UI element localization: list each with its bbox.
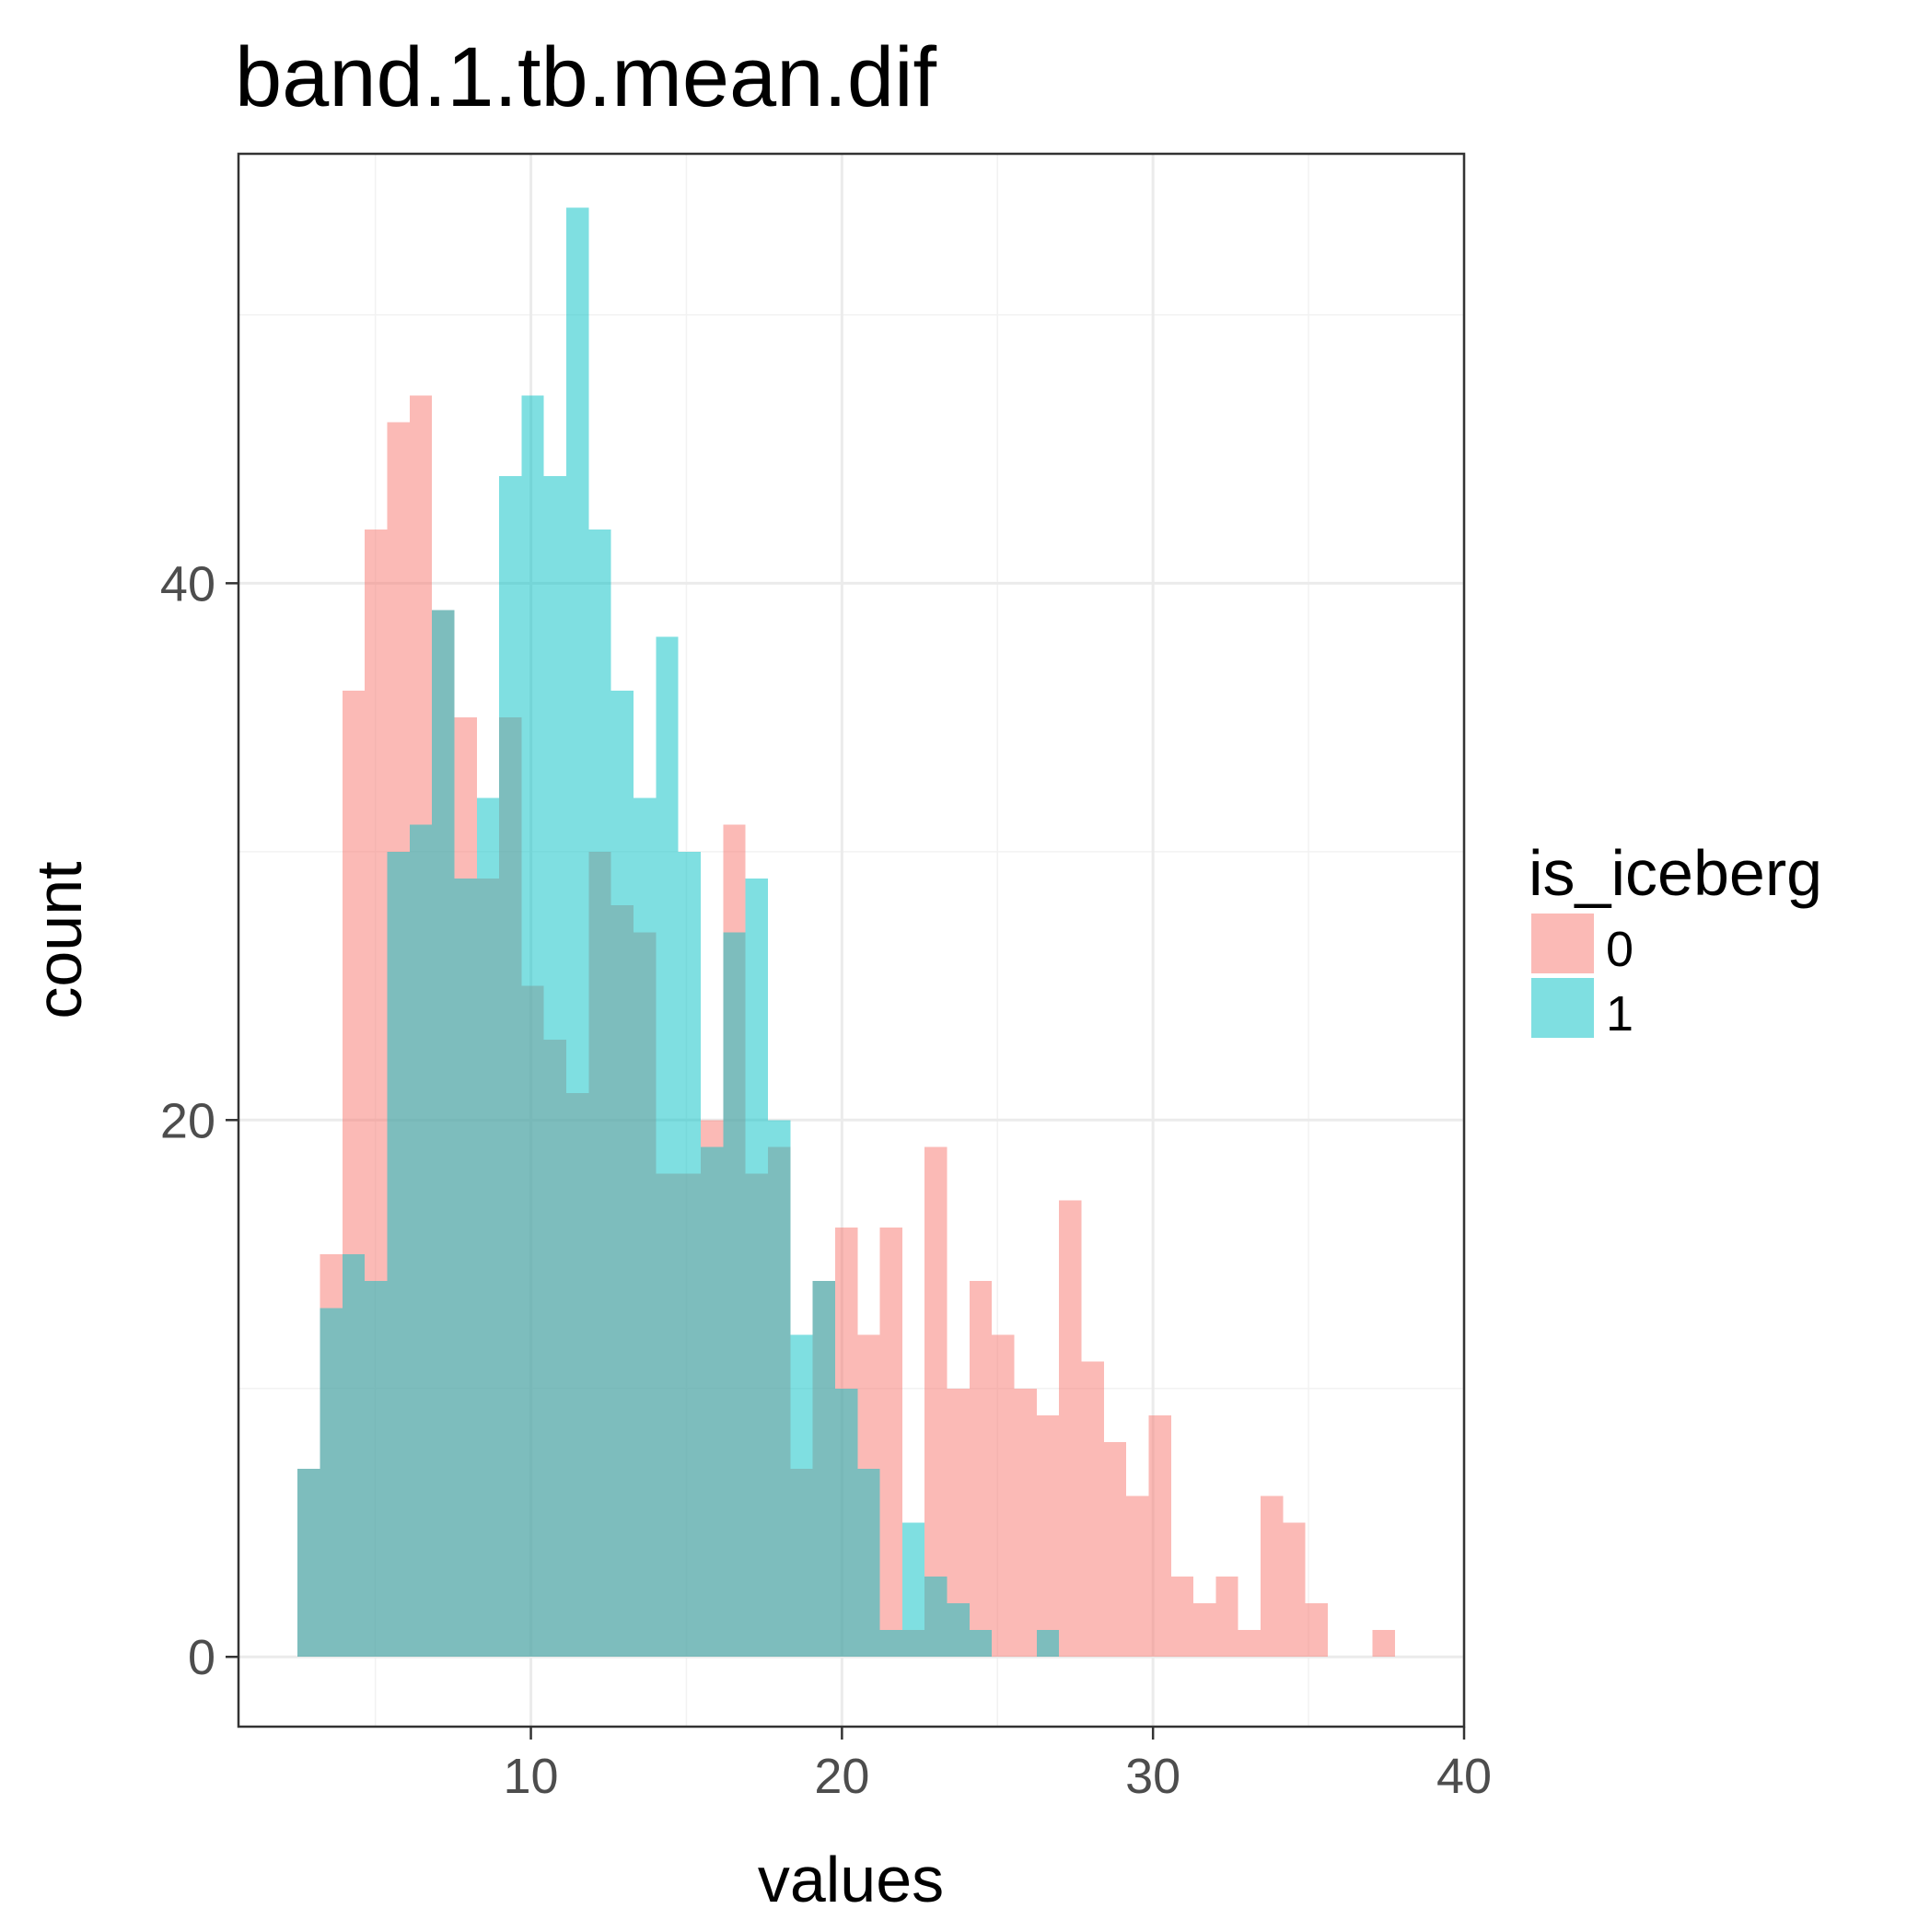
histogram-bar-series-1 [409, 824, 433, 1658]
histogram-bar-series-1 [432, 610, 455, 1658]
histogram-bar-series-1 [879, 1630, 902, 1658]
histogram-bar-series-1 [297, 1469, 320, 1658]
histogram-bar-series-1 [745, 878, 768, 1658]
histogram-bar-series-1 [543, 475, 567, 1658]
histogram-bar-series-1 [320, 1308, 343, 1658]
histogram-bar-series-0 [1170, 1576, 1194, 1658]
series-1-bars [297, 207, 1060, 1658]
histogram-bar-series-1 [969, 1630, 993, 1658]
legend-label-0: 0 [1606, 922, 1634, 977]
histogram-bar-series-0 [879, 1227, 902, 1658]
y-axis-title: count [23, 861, 95, 1018]
histogram-bar-series-0 [1103, 1442, 1127, 1658]
histogram-bar-series-0 [1126, 1496, 1149, 1658]
histogram-bar-series-1 [834, 1388, 858, 1658]
histogram-bar-series-1 [476, 797, 500, 1658]
legend-key-1 [1531, 978, 1594, 1038]
histogram-bar-series-1 [499, 475, 522, 1658]
histogram-bar-series-1 [656, 636, 679, 1658]
histogram-bar-series-0 [992, 1334, 1015, 1658]
histogram-bar-series-1 [387, 851, 410, 1658]
histogram-bar-series-0 [1238, 1630, 1261, 1658]
histogram-bar-series-1 [342, 1254, 366, 1658]
histogram-bar-series-1 [678, 851, 701, 1658]
histogram-bar-series-1 [634, 797, 657, 1658]
histogram-bar-series-1 [365, 1281, 388, 1658]
x-axis-title: values [758, 1844, 944, 1915]
chart-title: band.1.tb.mean.dif [235, 30, 937, 124]
x-axis: 10 20 30 40 [504, 1727, 1492, 1804]
histogram-bar-series-1 [857, 1469, 880, 1658]
histogram-bar-series-0 [1261, 1496, 1284, 1658]
y-tick-label: 20 [160, 1093, 215, 1148]
histogram-bar-series-0 [1014, 1388, 1037, 1658]
legend-label-1: 1 [1606, 986, 1634, 1042]
y-tick-label: 40 [160, 556, 215, 611]
histogram-bar-series-0 [1193, 1602, 1216, 1658]
histogram-bar-series-1 [1036, 1630, 1060, 1658]
x-tick-label: 40 [1436, 1749, 1492, 1804]
histogram-bar-series-1 [812, 1281, 835, 1658]
legend-title: is_iceberg [1529, 837, 1822, 909]
x-tick-label: 10 [504, 1749, 559, 1804]
legend: is_iceberg 0 1 [1529, 837, 1822, 1042]
histogram-bar-series-1 [947, 1602, 970, 1658]
histogram-bar-series-1 [723, 932, 746, 1658]
histogram-bar-series-1 [700, 1146, 724, 1658]
histogram-bar-series-1 [924, 1576, 948, 1658]
histogram-bar-series-0 [1148, 1414, 1171, 1658]
histogram-bar-series-1 [790, 1334, 813, 1658]
histogram-bar-series-1 [588, 530, 611, 1658]
histogram-bar-series-1 [767, 1120, 791, 1658]
x-tick-label: 30 [1125, 1749, 1180, 1804]
histogram-bar-series-1 [454, 878, 477, 1658]
histogram-bar-series-1 [901, 1522, 925, 1658]
histogram-bar-series-0 [969, 1281, 993, 1658]
histogram-bar-series-0 [1305, 1602, 1329, 1658]
y-axis: 0 20 40 [160, 556, 238, 1685]
histogram-bar-series-0 [1372, 1630, 1396, 1658]
histogram-bar-series-0 [1036, 1414, 1060, 1658]
plot-border [237, 152, 1466, 1728]
histogram-bar-series-0 [1081, 1361, 1104, 1658]
legend-key-0 [1531, 914, 1594, 973]
histogram-bar-series-1 [566, 207, 589, 1658]
x-tick-label: 20 [814, 1749, 869, 1804]
histogram-bar-series-0 [1059, 1200, 1082, 1658]
y-tick-label: 0 [188, 1630, 215, 1685]
histogram-bar-series-0 [1283, 1522, 1306, 1658]
histogram-bar-series-0 [924, 1146, 948, 1658]
histogram-bar-series-0 [1215, 1576, 1238, 1658]
histogram-bar-series-1 [610, 690, 634, 1658]
histogram-bar-series-1 [521, 395, 544, 1658]
